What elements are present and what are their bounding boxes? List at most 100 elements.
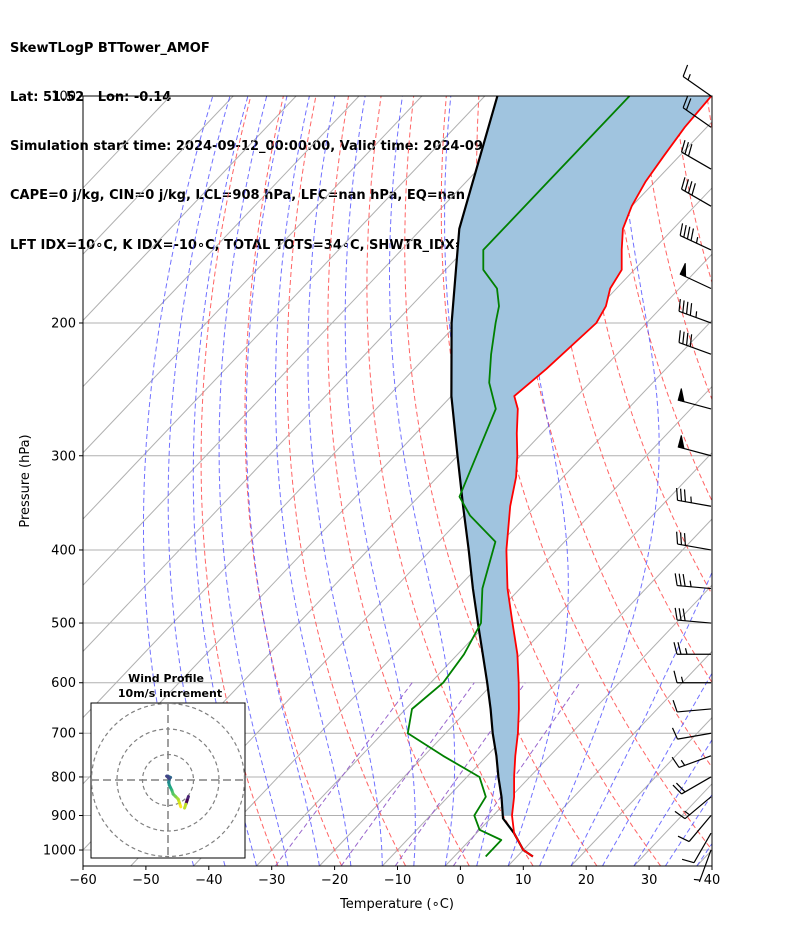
dry-adiabat [740, 96, 794, 866]
wind-barb [678, 298, 712, 324]
wind-barb-full [682, 300, 685, 313]
axes: −60 −50 −40 −30 −20 −10 0 10 20 30 40 100 200 300 400 5… [43, 90, 720, 889]
isotherm-gridline [507, 650, 712, 866]
wind-barb-full [683, 224, 687, 238]
wind-barb-flag [679, 262, 687, 278]
isotherm-gridline [83, 96, 297, 322]
moist-adiabat [307, 96, 383, 866]
isotherm-gridline [83, 96, 549, 586]
mixing-ratio-line [274, 682, 413, 866]
wind-barb [678, 330, 712, 355]
wind-barb-half [684, 810, 690, 816]
wind-barb-staff [678, 310, 712, 324]
wind-barb-full [679, 488, 683, 502]
wind-barb [673, 642, 711, 655]
moist-adiabat [570, 571, 712, 866]
dry-adiabat [576, 96, 712, 596]
dewpoint-line [406, 96, 631, 858]
dry-adiabat [200, 96, 279, 866]
y-tick-label: 100 [51, 90, 76, 105]
hodograph-inset: Wind Profile 10m/s increment [90, 672, 246, 859]
wind-barb [676, 487, 712, 507]
wind-barb [680, 177, 712, 207]
title-line: SkewTLogP BTTower_AMOF [10, 40, 210, 56]
wind-barb [681, 832, 712, 864]
y-axis-label: Pressure (hPa) [18, 434, 33, 527]
wind-barb-full [671, 756, 680, 768]
wind-barb-half [693, 878, 701, 881]
moist-adiabat [218, 96, 289, 866]
wind-barb-half [695, 311, 698, 318]
wind-barb-full [673, 670, 678, 683]
wind-barb [673, 670, 711, 684]
wind-barb-full [683, 489, 686, 502]
wind-barb-half [684, 648, 688, 655]
wind-barb-full [687, 181, 693, 194]
moist-adiabat [507, 96, 569, 866]
x-tick-label: 30 [641, 873, 658, 888]
wind-barb-full [672, 700, 678, 713]
moist-adiabat [245, 96, 320, 866]
moist-adiabat [602, 672, 712, 866]
wind-barb-staff [688, 815, 712, 842]
isotherm-gridline [193, 319, 712, 866]
wind-barb [674, 573, 712, 590]
isotherm-gridline [760, 96, 794, 866]
wind-barb-full [686, 226, 691, 240]
wind-barb-staff [681, 151, 712, 170]
wind-barb-full [677, 642, 682, 655]
x-tick-label: −10 [384, 873, 411, 888]
wind-barbs [671, 64, 712, 883]
dry-adiabat [608, 96, 712, 502]
wind-barb-full [680, 140, 686, 153]
wind-barb-staff [682, 76, 712, 97]
wind-barb-full [674, 810, 686, 820]
wind-barb-staff [677, 708, 712, 713]
wind-barb-full [678, 330, 681, 343]
wind-barb-full [671, 727, 679, 740]
wind-barb [682, 95, 712, 128]
x-tick-label: −50 [132, 873, 159, 888]
wind-barb-full [676, 487, 679, 501]
wind-barb-full [679, 223, 684, 236]
moist-adiabat [539, 96, 660, 866]
wind-barb [672, 776, 712, 795]
y-tick-label: 700 [51, 727, 76, 742]
wind-barb-full [680, 177, 686, 190]
moist-adiabat [192, 96, 257, 866]
hodograph-title: Wind Profile [128, 672, 204, 685]
wind-barb-full [675, 782, 686, 793]
wind-barb-staff [678, 342, 712, 355]
isotherm-gridline [319, 452, 712, 866]
isotherm-gridline [570, 716, 712, 866]
wind-barb-staff [677, 543, 712, 551]
wind-barb-half [695, 236, 699, 244]
wind-barb [679, 223, 712, 251]
wind-barb-full [682, 608, 686, 621]
wind-barb [693, 849, 712, 883]
plot-area [83, 96, 794, 866]
wind-barb-staff [677, 619, 712, 624]
y-tick-label: 200 [51, 316, 76, 331]
wind-barb [674, 607, 712, 624]
wind-barb-full [690, 228, 695, 241]
wind-barb-full [685, 98, 692, 111]
hodograph-subtitle: 10m/s increment [118, 687, 222, 700]
wind-barb [672, 700, 712, 713]
wind-barb-flag [677, 388, 685, 403]
wind-barb [671, 755, 712, 769]
isotherm-gridline [83, 96, 423, 454]
dry-adiabat [641, 96, 712, 401]
y-tick-label: 600 [51, 676, 76, 691]
mixing-ratio-line [340, 682, 475, 866]
wind-barb-staff [677, 584, 712, 590]
wind-barb-full [691, 183, 696, 196]
wind-barb-full [682, 95, 689, 108]
wind-barb-full [673, 642, 678, 655]
dry-adiabat [244, 96, 343, 866]
x-tick-label: 40 [704, 873, 721, 888]
wind-barb-staff [693, 832, 712, 863]
wind-barb [677, 815, 712, 843]
wind-barb-full [678, 573, 682, 587]
x-tick-label: −60 [69, 873, 96, 888]
